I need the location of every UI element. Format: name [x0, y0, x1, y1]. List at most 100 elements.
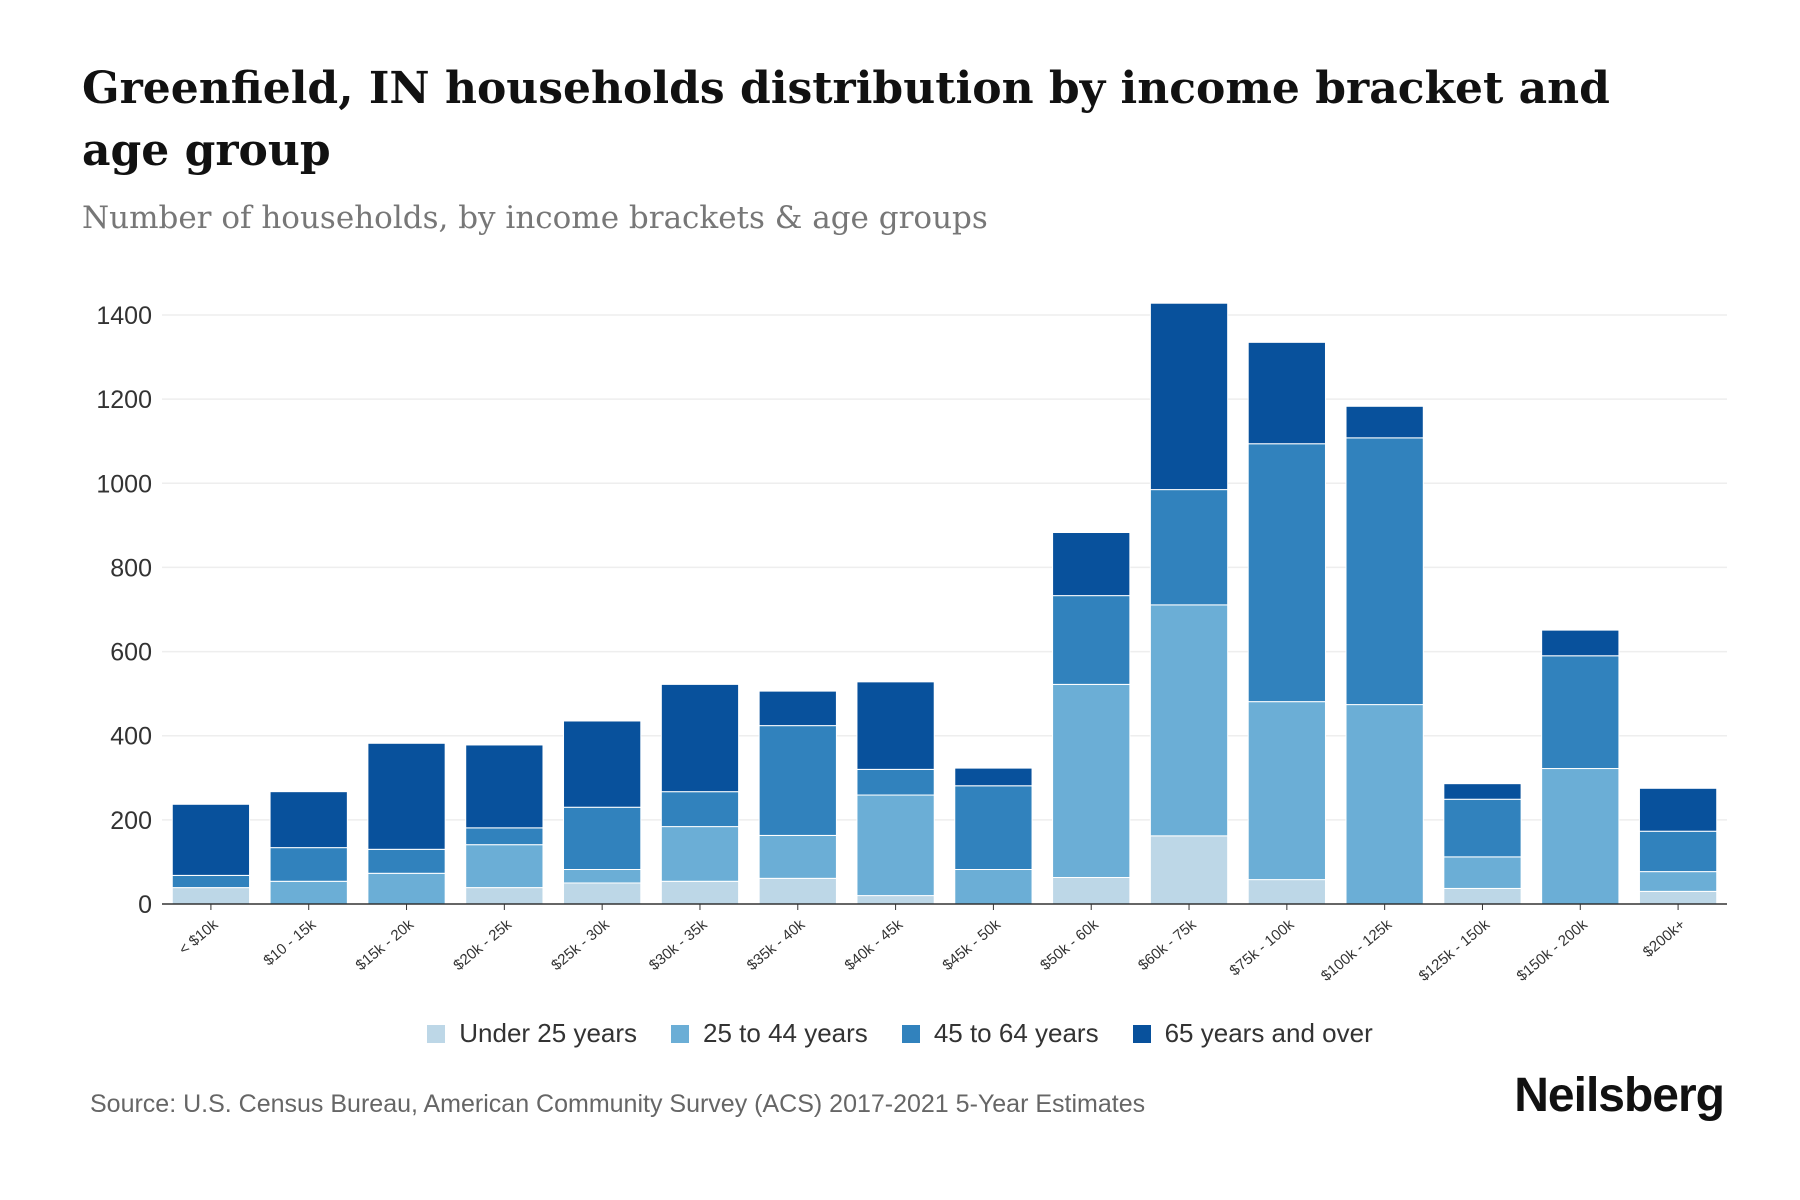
bar-segment-under-25-years	[465, 887, 544, 905]
legend-label: 45 to 64 years	[933, 1018, 1099, 1048]
bar-segment-25-to-44-years	[1247, 701, 1326, 881]
bar-segment-45-to-64-years	[465, 827, 544, 846]
bar-segment-25-to-44-years	[367, 872, 446, 905]
bar-segment-25-to-44-years	[1638, 871, 1718, 892]
bar-segment-45-to-64-years	[563, 806, 642, 871]
bar-segment-25-to-44-years	[1149, 604, 1229, 837]
bars	[171, 302, 1718, 905]
bar-segment-25-to-44-years	[1052, 683, 1131, 878]
y-tick-label: 1000	[96, 470, 152, 498]
stacked-bar-chart: 0 200 400 600 800 1000 1200 1400 < $10k $10 - 15k…	[96, 302, 1727, 985]
y-tick-label: 400	[110, 723, 152, 751]
y-tick-label: 800	[110, 554, 152, 582]
bar-segment-25-to-44-years	[954, 869, 1033, 905]
legend-swatch	[427, 1024, 446, 1043]
bar-segment-under-25-years	[660, 880, 740, 905]
x-tick-label: $40k - 45k	[842, 916, 907, 974]
bar-segment-under-25-years	[758, 877, 837, 905]
bar-segment-45-to-64-years	[367, 848, 446, 874]
x-tick-label: $125k - 150k	[1416, 916, 1494, 985]
y-tick-label: 600	[110, 639, 152, 667]
legend-item: 65 years and over	[1132, 1018, 1373, 1049]
bar-segment-65-years-and-over	[856, 681, 935, 770]
bar-segment-45-to-64-years	[1052, 595, 1131, 685]
legend-label: 65 years and over	[1164, 1018, 1373, 1048]
legend-swatch	[671, 1024, 690, 1043]
legend-item: 45 to 64 years	[901, 1018, 1099, 1049]
legend-item: Under 25 years	[427, 1018, 637, 1049]
bar-segment-65-years-and-over	[367, 742, 446, 850]
x-tick-label: < $10k	[176, 916, 222, 959]
bar-segment-under-25-years	[1638, 890, 1718, 905]
x-tick-label: $150k - 200k	[1513, 916, 1591, 985]
bar-segment-45-to-64-years	[954, 785, 1033, 871]
x-tick-label: $10 - 15k	[260, 916, 319, 970]
x-tick-label: $25k - 30k	[548, 916, 613, 974]
bar-segment-under-25-years	[1052, 876, 1131, 905]
y-tick-label: 0	[138, 891, 152, 919]
bar-segment-45-to-64-years	[1149, 489, 1229, 606]
bar-segment-65-years-and-over	[1638, 787, 1718, 832]
x-tick-label: $20k - 25k	[450, 916, 515, 974]
bar-segment-under-25-years	[1149, 835, 1229, 905]
legend-item: 25 to 44 years	[671, 1018, 868, 1049]
bar-segment-under-25-years	[563, 882, 642, 905]
bar-segment-25-to-44-years	[1541, 768, 1620, 905]
bar-segment-25-to-44-years	[1443, 856, 1522, 889]
bar-segment-45-to-64-years	[171, 874, 251, 889]
bar-segment-25-to-44-years	[856, 794, 935, 897]
x-tick-label: $200k+	[1640, 916, 1689, 961]
legend-label: Under 25 years	[459, 1018, 638, 1048]
bar-segment-65-years-and-over	[758, 690, 837, 727]
bar-segment-under-25-years	[1443, 887, 1522, 905]
bar-segment-25-to-44-years	[563, 869, 642, 884]
neilsberg-logo: Neilsberg	[1514, 1069, 1725, 1122]
bar-segment-65-years-and-over	[1247, 341, 1326, 445]
x-tick-label: $100k - 125k	[1318, 916, 1396, 985]
bar-segment-65-years-and-over	[171, 803, 251, 876]
bar-segment-65-years-and-over	[269, 791, 348, 849]
x-tick-label: $50k - 60k	[1037, 916, 1102, 974]
x-tick-label: $30k - 35k	[646, 916, 711, 974]
source-note: Source: U.S. Census Bureau, American Com…	[90, 1090, 1146, 1118]
bar-segment-45-to-64-years	[269, 847, 348, 882]
chart-subtitle: Number of households, by income brackets…	[82, 200, 988, 236]
legend-swatch	[1132, 1024, 1151, 1043]
y-tick-label: 1400	[96, 302, 152, 330]
bar-segment-65-years-and-over	[660, 683, 740, 793]
bar-segment-under-25-years	[856, 895, 935, 905]
bar-segment-45-to-64-years	[1247, 443, 1326, 703]
bar-segment-65-years-and-over	[954, 767, 1033, 787]
bar-segment-65-years-and-over	[1052, 532, 1131, 597]
legend: Under 25 years 25 to 44 years 45 to 64 yea…	[0, 1018, 1800, 1049]
y-tick-label: 200	[110, 807, 152, 835]
bar-segment-25-to-44-years	[660, 826, 740, 882]
bar-segment-45-to-64-years	[856, 768, 935, 796]
bar-segment-65-years-and-over	[563, 720, 642, 808]
chart-title: Greenfield, IN households distribution b…	[82, 63, 1610, 176]
x-tick-label: $45k - 50k	[939, 916, 1004, 974]
bar-segment-65-years-and-over	[1149, 302, 1229, 491]
bar-segment-45-to-64-years	[660, 791, 740, 828]
bar-segment-65-years-and-over	[1345, 405, 1424, 439]
bar-segment-45-to-64-years	[1638, 830, 1718, 873]
bar-segment-45-to-64-years	[758, 725, 837, 836]
x-tick-label: $75k - 100k	[1226, 916, 1297, 980]
bar-segment-65-years-and-over	[1443, 783, 1522, 800]
legend-label: 25 to 44 years	[703, 1018, 868, 1048]
bar-segment-25-to-44-years	[269, 880, 348, 905]
bar-segment-65-years-and-over	[465, 744, 544, 829]
legend-swatch	[901, 1024, 920, 1043]
bar-segment-65-years-and-over	[1541, 629, 1620, 657]
bar-segment-45-to-64-years	[1443, 798, 1522, 858]
bar-segment-25-to-44-years	[758, 834, 837, 879]
bar-segment-45-to-64-years	[1541, 655, 1620, 770]
x-tick-label: $15k - 20k	[353, 916, 418, 974]
bar-segment-25-to-44-years	[1345, 704, 1424, 905]
bar-segment-45-to-64-years	[1345, 437, 1424, 706]
x-tick-label: $60k - 75k	[1135, 916, 1200, 974]
bar-segment-under-25-years	[1247, 879, 1326, 905]
x-tick-label: $35k - 40k	[744, 916, 809, 974]
bar-segment-25-to-44-years	[465, 844, 544, 889]
bar-segment-under-25-years	[171, 887, 251, 905]
